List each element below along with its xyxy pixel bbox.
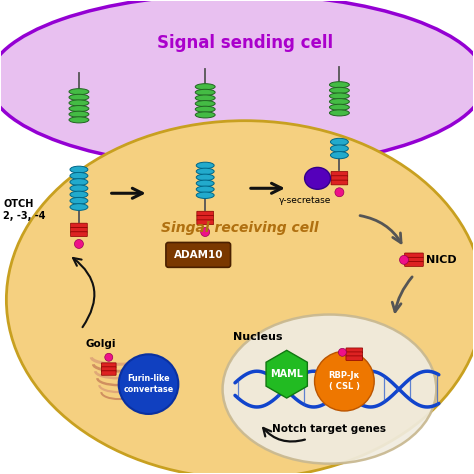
FancyBboxPatch shape bbox=[101, 371, 116, 375]
Ellipse shape bbox=[330, 138, 348, 146]
FancyBboxPatch shape bbox=[71, 223, 87, 228]
Ellipse shape bbox=[330, 145, 348, 152]
Text: MAML: MAML bbox=[270, 369, 303, 379]
Ellipse shape bbox=[329, 99, 349, 105]
Ellipse shape bbox=[70, 197, 88, 204]
Circle shape bbox=[400, 255, 409, 264]
Ellipse shape bbox=[195, 100, 215, 107]
FancyBboxPatch shape bbox=[331, 180, 348, 185]
Ellipse shape bbox=[329, 104, 349, 110]
FancyBboxPatch shape bbox=[405, 253, 423, 258]
Ellipse shape bbox=[195, 89, 215, 95]
Ellipse shape bbox=[329, 82, 349, 88]
Circle shape bbox=[105, 353, 113, 361]
Text: Notch target genes: Notch target genes bbox=[273, 424, 386, 434]
Text: Signal sending cell: Signal sending cell bbox=[157, 34, 333, 52]
Ellipse shape bbox=[330, 152, 348, 159]
FancyBboxPatch shape bbox=[197, 216, 214, 220]
Ellipse shape bbox=[196, 180, 214, 187]
Ellipse shape bbox=[69, 100, 89, 106]
FancyBboxPatch shape bbox=[346, 352, 363, 356]
Ellipse shape bbox=[69, 117, 89, 123]
Ellipse shape bbox=[196, 186, 214, 192]
Circle shape bbox=[74, 239, 83, 248]
Text: ADAM10: ADAM10 bbox=[173, 250, 223, 260]
Ellipse shape bbox=[70, 179, 88, 185]
Ellipse shape bbox=[195, 106, 215, 112]
Text: RBP-Jκ
( CSL ): RBP-Jκ ( CSL ) bbox=[328, 372, 360, 391]
FancyBboxPatch shape bbox=[101, 367, 116, 371]
Ellipse shape bbox=[70, 173, 88, 179]
Ellipse shape bbox=[196, 192, 214, 199]
FancyBboxPatch shape bbox=[405, 262, 423, 266]
Text: Nucleus: Nucleus bbox=[233, 332, 283, 342]
Circle shape bbox=[201, 228, 210, 237]
Ellipse shape bbox=[196, 168, 214, 174]
Circle shape bbox=[315, 351, 374, 411]
FancyBboxPatch shape bbox=[71, 232, 87, 237]
FancyBboxPatch shape bbox=[101, 363, 116, 367]
Ellipse shape bbox=[329, 87, 349, 93]
Ellipse shape bbox=[305, 167, 330, 189]
Ellipse shape bbox=[196, 174, 214, 181]
Circle shape bbox=[118, 354, 178, 414]
FancyBboxPatch shape bbox=[71, 228, 87, 232]
Text: Singal receiving cell: Singal receiving cell bbox=[161, 221, 319, 235]
Ellipse shape bbox=[70, 185, 88, 191]
Ellipse shape bbox=[195, 95, 215, 101]
Ellipse shape bbox=[70, 191, 88, 198]
Circle shape bbox=[338, 348, 346, 356]
Circle shape bbox=[335, 188, 344, 197]
Text: Golgi: Golgi bbox=[85, 339, 116, 349]
Ellipse shape bbox=[6, 121, 474, 474]
Ellipse shape bbox=[0, 0, 474, 168]
FancyBboxPatch shape bbox=[331, 172, 348, 176]
Ellipse shape bbox=[70, 204, 88, 210]
Ellipse shape bbox=[69, 111, 89, 117]
Ellipse shape bbox=[196, 162, 214, 169]
Ellipse shape bbox=[69, 106, 89, 112]
FancyBboxPatch shape bbox=[346, 348, 363, 352]
Ellipse shape bbox=[69, 94, 89, 100]
Ellipse shape bbox=[195, 112, 215, 118]
FancyBboxPatch shape bbox=[346, 356, 363, 360]
Ellipse shape bbox=[195, 84, 215, 90]
Ellipse shape bbox=[69, 89, 89, 95]
Ellipse shape bbox=[223, 315, 437, 464]
FancyBboxPatch shape bbox=[197, 220, 214, 225]
Text: Furin-like
convertase: Furin-like convertase bbox=[123, 374, 173, 394]
Text: γ-secretase: γ-secretase bbox=[278, 196, 331, 205]
FancyBboxPatch shape bbox=[166, 243, 230, 267]
FancyBboxPatch shape bbox=[331, 176, 348, 181]
FancyBboxPatch shape bbox=[197, 211, 214, 216]
Ellipse shape bbox=[329, 93, 349, 99]
Text: NICD: NICD bbox=[426, 255, 456, 265]
Ellipse shape bbox=[70, 166, 88, 173]
Ellipse shape bbox=[329, 110, 349, 116]
FancyBboxPatch shape bbox=[405, 257, 423, 262]
Text: OTCH
2, -3, -4: OTCH 2, -3, -4 bbox=[3, 200, 46, 221]
